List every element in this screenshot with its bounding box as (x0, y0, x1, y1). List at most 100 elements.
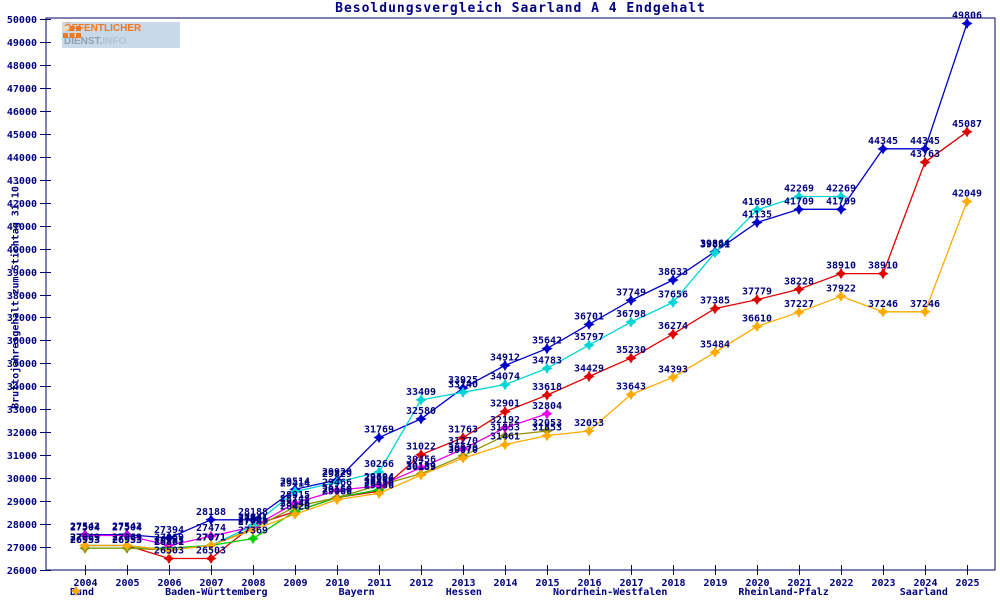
point-label: 29160 (322, 484, 352, 495)
point-label: 26953 (70, 535, 100, 546)
point-label: 33740 (448, 379, 478, 390)
point-label: 49806 (952, 10, 982, 21)
plot-border (45, 17, 996, 571)
y-tick-label: 32000 (7, 428, 37, 439)
point-label: 32580 (406, 406, 436, 417)
point-label: 27801 (238, 516, 268, 527)
point-label: 34912 (490, 352, 520, 363)
point-label: 27542 (112, 522, 142, 533)
data-point (961, 17, 973, 30)
x-tick-label: 2021 (787, 578, 811, 589)
point-label: 26953 (154, 535, 184, 546)
series-hessen (79, 425, 553, 556)
y-tick-label: 35000 (7, 359, 37, 370)
point-label: 29694 (364, 472, 394, 483)
data-point (667, 328, 679, 340)
point-label: 41709 (826, 196, 856, 207)
data-point (877, 143, 889, 155)
x-tick-label: 2020 (745, 578, 769, 589)
data-point (877, 306, 889, 318)
data-point (289, 497, 301, 509)
data-point (625, 388, 637, 401)
point-label: 44345 (868, 136, 898, 147)
x-tick-label: 2008 (241, 578, 265, 589)
point-label: 31022 (406, 442, 436, 453)
y-tick-label: 47000 (7, 84, 37, 95)
y-tick-label: 45000 (7, 130, 37, 141)
data-point (247, 524, 259, 536)
x-tick-label: 2012 (409, 578, 433, 589)
y-tick-label: 48000 (7, 61, 37, 72)
data-point (331, 494, 343, 506)
series-rheinland-pfalz (79, 190, 847, 556)
page-title: Besoldungsvergleich Saarland A 4 Endgeha… (335, 1, 706, 16)
logo-line2b: INFO (102, 35, 127, 47)
legend-item-baden-w-rttemberg: Baden-Württemberg (71, 586, 268, 598)
point-label: 30870 (448, 445, 478, 456)
point-label: 27542 (70, 522, 100, 533)
x-tick-label: 2006 (157, 578, 181, 589)
point-label: 29664 (364, 473, 394, 484)
point-label: 32053 (574, 418, 604, 429)
x-tick-label: 2005 (115, 578, 139, 589)
data-point (541, 343, 553, 355)
data-point (919, 143, 931, 155)
legend-item-hessen: Hessen (71, 586, 482, 598)
data-point (961, 126, 973, 138)
data-point (583, 370, 595, 383)
data-point (457, 432, 469, 444)
point-label: 34783 (532, 355, 562, 366)
y-axis: 26000 27000 28000 29000 30000 31000 32000 33000… (7, 15, 51, 577)
point-label: 27069 (112, 532, 142, 543)
data-point (835, 268, 847, 280)
data-point (415, 413, 427, 425)
legend-item-nordrhein-westfalen: Nordrhein-Westfalen (71, 586, 667, 598)
point-label: 31769 (364, 425, 394, 436)
data-point (205, 552, 217, 565)
point-label: 29414 (280, 479, 310, 490)
data-point (79, 539, 91, 552)
data-point (289, 486, 301, 498)
point-label: 29426 (364, 478, 394, 489)
data-point (163, 544, 175, 556)
y-tick-label: 31000 (7, 451, 37, 462)
point-label: 42269 (826, 183, 856, 194)
saarland-marker-icon (71, 586, 81, 596)
point-label: 27474 (196, 523, 226, 534)
point-label: 37656 (658, 289, 688, 300)
x-tick-label: 2013 (451, 578, 475, 589)
data-point (793, 203, 805, 215)
point-label: 26503 (154, 545, 184, 556)
x-tick-label: 2018 (661, 578, 685, 589)
legend-item-bayern: Bayern (71, 586, 375, 598)
data-point (751, 293, 763, 306)
data-point (331, 476, 343, 488)
point-label: 41135 (742, 210, 772, 221)
data-point (457, 386, 469, 398)
data-point (457, 452, 469, 464)
point-label: 26861 (154, 537, 184, 548)
point-label: 38228 (784, 276, 814, 287)
site-logo[interactable]: ÖFFENTLICHER DIENST.INFO (62, 22, 180, 48)
point-label: 27069 (154, 532, 184, 543)
point-label: 35642 (532, 336, 562, 347)
logo-line1: ÖFFENTLICHER (64, 22, 142, 34)
data-point (289, 508, 301, 520)
point-label: 43763 (910, 149, 940, 160)
x-tick-label: 2024 (913, 578, 937, 589)
legend-label: Saarland (899, 586, 948, 598)
legend-label: Bayern (338, 586, 375, 598)
data-point (583, 339, 595, 351)
point-label: 31270 (448, 436, 478, 447)
point-label: 32804 (532, 401, 562, 412)
point-label: 27071 (196, 532, 226, 543)
point-label: 32192 (490, 415, 520, 426)
legend-marker (71, 586, 81, 596)
y-tick-label: 46000 (7, 107, 37, 118)
data-point (205, 539, 217, 552)
data-point (667, 274, 679, 286)
point-label: 33409 (406, 387, 436, 398)
y-tick-label: 43000 (7, 176, 37, 187)
y-tick-label: 49000 (7, 38, 37, 49)
y-tick-label: 33000 (7, 405, 37, 416)
